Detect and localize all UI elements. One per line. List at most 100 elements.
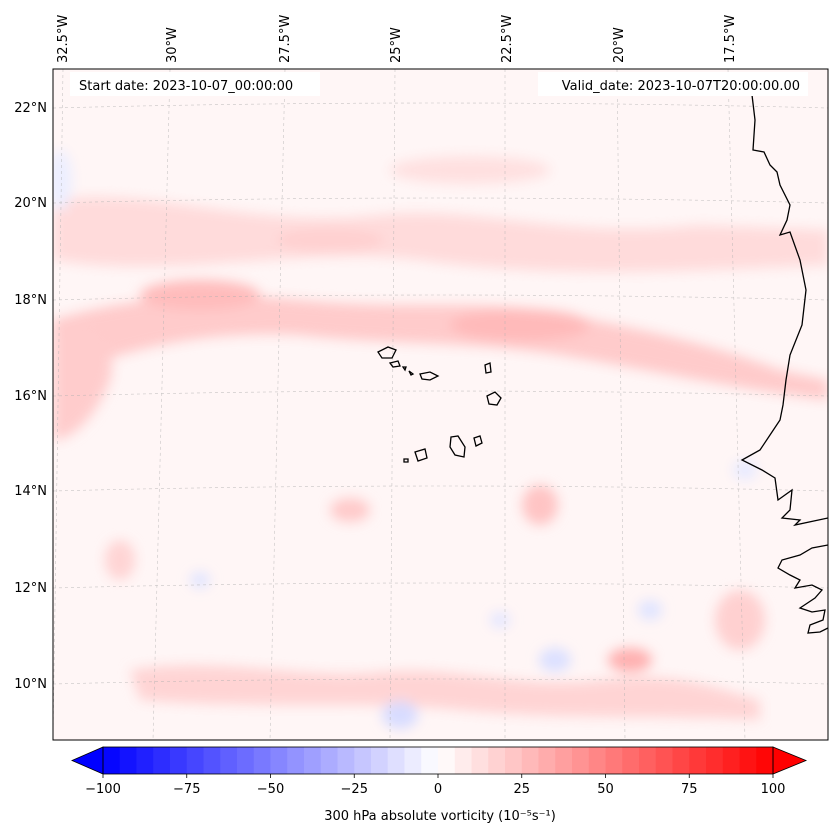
- colorbar-segment: [287, 747, 305, 774]
- colorbar-segment: [655, 747, 673, 774]
- lat-label: 20°N: [14, 196, 47, 211]
- longitude-axis: 32.5°W 30°W 27.5°W 25°W 22.5°W 20°W 17.5…: [56, 15, 738, 63]
- colorbar-tick-label: 50: [597, 782, 614, 797]
- colorbar-segment: [119, 747, 137, 774]
- colorbar-tick-label: 0: [434, 782, 442, 797]
- lat-label: 16°N: [14, 389, 47, 404]
- vorticity-band-main: [53, 296, 828, 400]
- colorbar-segment: [555, 747, 573, 774]
- map-frame: [52, 68, 829, 741]
- colorbar-tick-label: −50: [257, 782, 284, 797]
- colorbar-tick-label: 75: [681, 782, 698, 797]
- colorbar-segment: [672, 747, 690, 774]
- lon-label: 27.5°W: [278, 15, 293, 63]
- colorbar-segment: [572, 747, 590, 774]
- colorbar-segment: [488, 747, 506, 774]
- vorticity-patch: [105, 540, 135, 580]
- colorbar-segment: [756, 747, 774, 774]
- vorticity-band-upper: [53, 196, 828, 272]
- vorticity-negative-patch: [190, 572, 210, 588]
- vorticity-patch: [608, 648, 652, 672]
- vorticity-negative-patch: [382, 701, 418, 729]
- colorbar-segment: [605, 747, 623, 774]
- lat-label: 14°N: [14, 484, 47, 499]
- vorticity-negative-patch: [539, 648, 571, 672]
- vorticity-patch-west: [53, 327, 112, 440]
- vorticity-band-lower: [130, 665, 760, 720]
- africa-coastline: [740, 94, 828, 527]
- vorticity-patch: [522, 485, 558, 525]
- colorbar-label: 300 hPa absolute vorticity (10⁻⁵s⁻¹): [324, 809, 556, 824]
- colorbar-tick-label: −75: [173, 782, 200, 797]
- colorbar: −100 −75 −50 −25 0 25 50 75 100 300 hPa absolute…: [70, 746, 808, 824]
- colorbar-segment: [639, 747, 657, 774]
- lon-label: 22.5°W: [500, 15, 515, 63]
- colorbar-extend-low: [70, 746, 104, 775]
- colorbar-segment: [739, 747, 757, 774]
- valid-date-label: Valid_date: 2023-10-07T20:00:00.00: [562, 79, 800, 94]
- colorbar-tick-label: −100: [85, 782, 121, 797]
- colorbar-segments: [103, 747, 774, 774]
- vorticity-patch: [715, 590, 765, 650]
- header-valid-bg: [538, 72, 808, 96]
- colorbar-ticks: −100 −75 −50 −25 0 25 50 75 100: [85, 774, 785, 797]
- colorbar-tick-label: −25: [341, 782, 368, 797]
- colorbar-segment: [588, 747, 606, 774]
- colorbar-segment: [421, 747, 439, 774]
- colorbar-segment: [203, 747, 221, 774]
- colorbar-segment: [404, 747, 422, 774]
- colorbar-segment: [186, 747, 204, 774]
- gridlines: [53, 69, 828, 740]
- latitude-axis: 22°N 20°N 18°N 16°N 14°N 12°N 10°N: [14, 101, 47, 692]
- colorbar-segment: [170, 747, 188, 774]
- colorbar-segment: [521, 747, 539, 774]
- colorbar-segment: [538, 747, 556, 774]
- colorbar-segment: [387, 747, 405, 774]
- colorbar-segment: [689, 747, 707, 774]
- vorticity-patch: [275, 228, 385, 252]
- colorbar-segment: [320, 747, 338, 774]
- africa-coastline-south: [777, 544, 828, 634]
- colorbar-segment: [337, 747, 355, 774]
- cape-verde-islands: [377, 346, 502, 463]
- colorbar-segment: [220, 747, 238, 774]
- lon-label: 20°W: [612, 27, 627, 63]
- colorbar-tick-label: 100: [761, 782, 786, 797]
- lat-label: 10°N: [14, 677, 47, 692]
- start-date-label: Start date: 2023-10-07_00:00:00: [79, 79, 293, 94]
- vorticity-patch: [140, 280, 260, 310]
- vorticity-patch: [330, 498, 370, 522]
- vorticity-negative-patch: [638, 600, 662, 620]
- lon-label: 17.5°W: [723, 15, 738, 63]
- vorticity-patch: [390, 156, 550, 184]
- colorbar-segment: [237, 747, 255, 774]
- lon-label: 25°W: [389, 27, 404, 63]
- colorbar-segment: [304, 747, 322, 774]
- colorbar-extend-high: [772, 746, 808, 775]
- colorbar-segment: [103, 747, 121, 774]
- colorbar-segment: [622, 747, 640, 774]
- colorbar-segment: [371, 747, 389, 774]
- colorbar-segment: [471, 747, 489, 774]
- vorticity-negative-patch: [733, 460, 757, 480]
- map-panel: [53, 69, 828, 740]
- colorbar-segment: [270, 747, 288, 774]
- colorbar-segment: [354, 747, 372, 774]
- colorbar-segment: [253, 747, 271, 774]
- colorbar-segment: [706, 747, 724, 774]
- colorbar-segment: [153, 747, 171, 774]
- vorticity-negative-patch: [53, 150, 72, 210]
- colorbar-segment: [722, 747, 740, 774]
- vorticity-field: [53, 150, 828, 729]
- colorbar-tick-label: 25: [513, 782, 530, 797]
- lon-label: 30°W: [165, 27, 180, 63]
- lon-label: 32.5°W: [56, 15, 71, 63]
- colorbar-segment: [505, 747, 523, 774]
- colorbar-segment: [454, 747, 472, 774]
- lat-label: 22°N: [14, 101, 47, 116]
- colorbar-segment: [438, 747, 456, 774]
- header-start-bg: [70, 72, 320, 96]
- map-figure: Start date: 2023-10-07_00:00:00 Valid_da…: [14, 15, 829, 741]
- lat-label: 18°N: [14, 293, 47, 308]
- lat-label: 12°N: [14, 581, 47, 596]
